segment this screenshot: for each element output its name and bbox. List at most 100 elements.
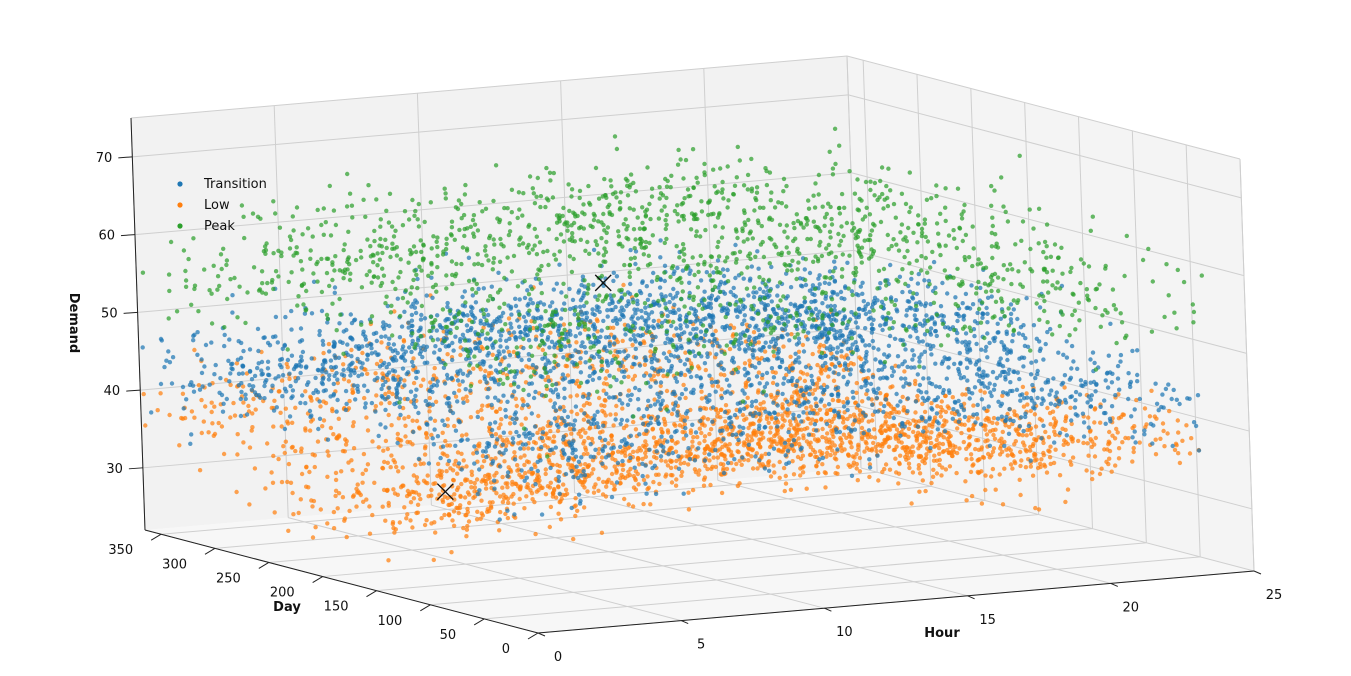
data-point — [609, 437, 614, 443]
data-point — [703, 406, 709, 411]
data-point — [515, 463, 520, 468]
data-point — [496, 382, 501, 387]
data-point — [320, 424, 325, 429]
data-point — [339, 372, 345, 377]
data-point — [480, 346, 486, 351]
data-point — [550, 462, 556, 468]
data-point — [289, 308, 294, 314]
data-point — [824, 411, 829, 416]
data-point — [658, 383, 663, 389]
data-point — [453, 458, 458, 464]
data-point — [353, 397, 358, 402]
data-point — [428, 416, 433, 421]
data-point — [271, 408, 277, 413]
data-point — [348, 312, 353, 317]
data-point — [1109, 404, 1115, 409]
data-point — [800, 453, 806, 458]
data-point — [1014, 413, 1019, 418]
data-point — [835, 345, 840, 350]
data-point — [723, 457, 728, 462]
data-point — [1053, 447, 1058, 452]
data-point — [870, 412, 876, 417]
data-point — [796, 436, 801, 441]
data-point — [363, 467, 369, 473]
data-point — [932, 415, 938, 420]
data-point — [747, 334, 752, 340]
data-point — [355, 482, 360, 487]
data-point — [828, 407, 834, 412]
data-point — [472, 480, 477, 486]
data-point — [218, 376, 223, 381]
data-point — [919, 414, 924, 420]
data-point — [897, 461, 902, 467]
data-point — [591, 282, 596, 287]
data-point — [303, 389, 308, 394]
data-point — [896, 364, 901, 369]
data-point — [459, 467, 464, 472]
data-point — [206, 430, 211, 435]
data-point — [823, 471, 828, 476]
data-point — [648, 384, 653, 389]
data-point — [525, 288, 530, 293]
data-point — [479, 407, 484, 413]
data-point — [806, 442, 811, 447]
data-point — [479, 464, 485, 469]
data-point — [719, 407, 724, 412]
data-point — [694, 341, 700, 346]
data-point — [1130, 435, 1135, 440]
data-point — [552, 439, 557, 444]
data-point — [655, 391, 660, 396]
data-point — [878, 323, 883, 328]
data-point — [621, 425, 627, 431]
data-point — [761, 435, 766, 440]
data-point — [673, 441, 678, 446]
data-point — [933, 361, 938, 366]
data-point — [590, 377, 596, 382]
data-point — [386, 412, 391, 418]
data-point — [380, 375, 386, 381]
data-point — [751, 330, 757, 335]
data-point — [854, 452, 859, 457]
data-point — [710, 383, 715, 388]
data-point — [1061, 452, 1066, 458]
data-point — [683, 395, 688, 401]
data-point — [1121, 412, 1127, 417]
data-point — [361, 451, 367, 457]
data-point — [556, 362, 561, 368]
data-point — [439, 516, 444, 521]
data-point — [923, 455, 929, 461]
data-point — [197, 468, 203, 473]
data-point — [753, 454, 758, 459]
data-point — [611, 325, 616, 330]
data-point — [837, 398, 842, 403]
data-point — [453, 394, 459, 399]
data-point — [457, 382, 462, 387]
data-point — [705, 417, 711, 422]
data-point — [511, 501, 516, 506]
data-point — [548, 421, 554, 426]
data-point — [751, 294, 757, 300]
data-point — [143, 423, 148, 428]
data-point — [838, 437, 844, 442]
data-point — [663, 340, 668, 346]
data-point — [569, 469, 574, 474]
grid-back-demand — [134, 172, 852, 236]
data-point — [846, 426, 851, 431]
data-point — [684, 324, 690, 329]
data-point — [749, 316, 754, 321]
data-point — [620, 338, 625, 344]
data-point — [850, 463, 855, 468]
data-point — [909, 453, 915, 458]
data-point — [1065, 487, 1071, 492]
data-point — [447, 513, 452, 518]
data-point — [819, 367, 825, 372]
data-point — [965, 378, 970, 383]
data-point — [798, 369, 804, 375]
data-point — [832, 409, 837, 414]
data-point — [1048, 444, 1053, 449]
data-point — [281, 444, 286, 449]
data-point — [915, 424, 921, 429]
data-point — [228, 371, 233, 376]
data-point — [749, 437, 755, 443]
data-point — [657, 438, 662, 443]
